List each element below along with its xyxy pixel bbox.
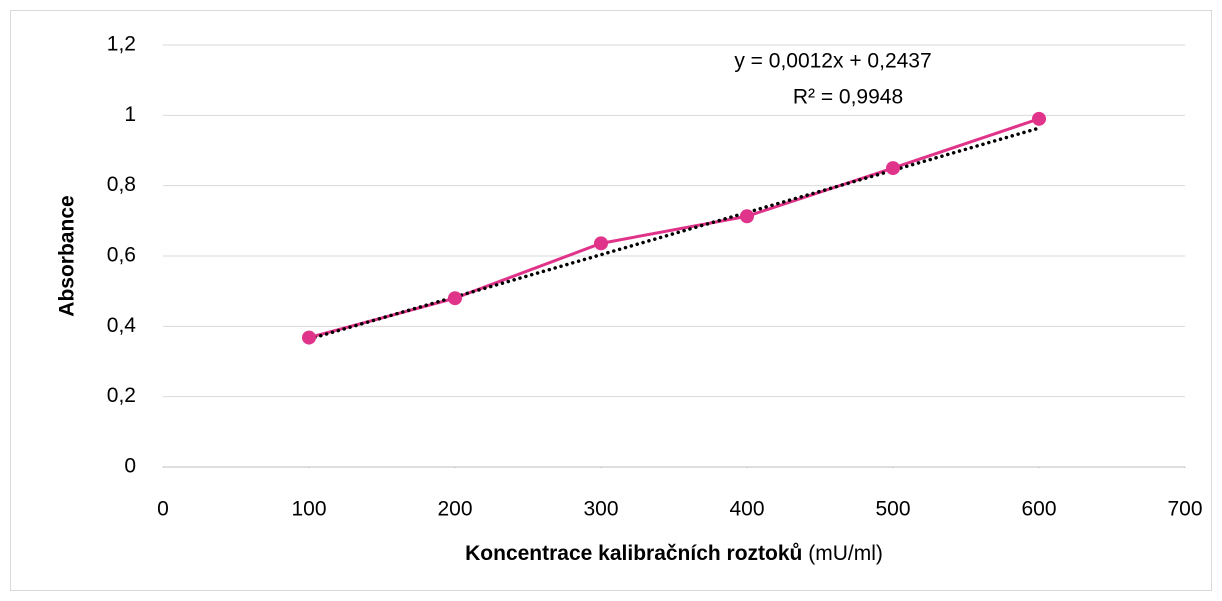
x-axis-label-unit: (mU/ml) — [808, 542, 883, 565]
y-tick-label: 0 — [124, 455, 136, 478]
x-tick-label: 300 — [583, 498, 618, 521]
x-tick-label: 700 — [1167, 498, 1202, 521]
y-tick-label: 1,2 — [107, 33, 136, 56]
x-tick-label: 400 — [729, 498, 764, 521]
y-axis-label: Absorbance — [56, 195, 79, 316]
x-tick-label: 0 — [157, 498, 169, 521]
x-tick-label: 100 — [291, 498, 326, 521]
x-axis-label-main: Koncentrace kalibračních roztoků — [465, 542, 802, 565]
data-point — [740, 209, 754, 224]
y-tick-label: 0,2 — [107, 384, 136, 407]
x-tick-label: 500 — [875, 498, 910, 521]
y-tick-label: 1 — [124, 103, 136, 126]
trend-equation: y = 0,0012x + 0,2437 — [734, 50, 931, 73]
y-tick-label: 0,4 — [107, 314, 137, 337]
y-tick-label: 0,8 — [107, 173, 136, 196]
series-line — [308, 117, 1040, 340]
chart-border — [10, 10, 1212, 591]
x-tick-label: 600 — [1021, 498, 1056, 521]
x-tick-label: 200 — [437, 498, 472, 521]
data-point — [886, 161, 900, 176]
trend-r2: R² = 0,9948 — [793, 86, 903, 109]
trendline — [307, 126, 1041, 341]
data-point — [448, 291, 462, 306]
y-tick-label: 0,6 — [107, 244, 136, 267]
data-point — [594, 236, 608, 251]
x-axis-label: Koncentrace kalibračních roztoků (mU/ml) — [465, 542, 883, 565]
data-point — [302, 330, 316, 345]
data-point — [1032, 111, 1046, 126]
